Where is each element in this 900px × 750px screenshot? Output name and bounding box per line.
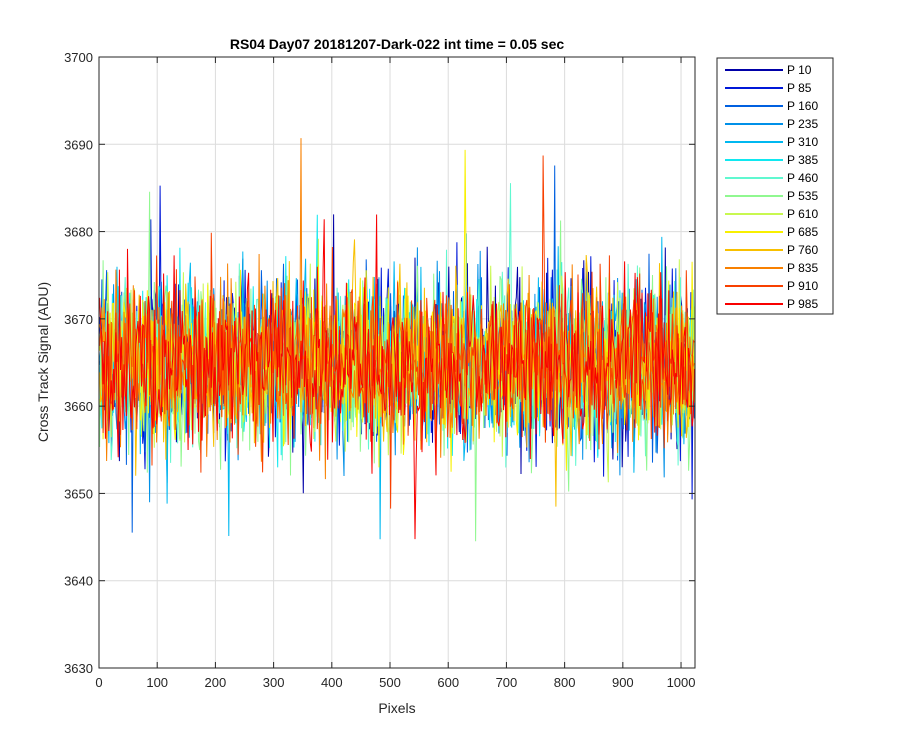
x-tick-label: 300 [263, 675, 285, 690]
y-tick-label: 3650 [64, 486, 93, 501]
x-axis: 0 100 200 300 400 500 600 700 800 900 1000 [95, 57, 695, 690]
y-tick-label: 3630 [64, 661, 93, 676]
legend-entry-label: P 835 [787, 261, 818, 275]
legend-entry-label: P 535 [787, 189, 818, 203]
y-tick-label: 3660 [64, 399, 93, 414]
legend-box [716, 57, 834, 315]
legend-entry-label: P 310 [787, 135, 818, 149]
series-line [99, 214, 695, 540]
plot-area: 0 100 200 300 400 500 600 700 800 900 1000 3630 364… [64, 50, 696, 690]
legend-entry-label: P 160 [787, 99, 818, 113]
legend-entry-label: P 685 [787, 225, 818, 239]
legend-entry-label: P 985 [787, 297, 818, 311]
legend: P 10 P 85 P 160 P 235 P 310 P 385 P 460 P 535 P … [716, 57, 834, 315]
x-tick-label: 0 [95, 675, 102, 690]
y-tick-label: 3640 [64, 574, 93, 589]
x-tick-label: 500 [379, 675, 401, 690]
series-line [99, 191, 695, 542]
legend-entry-label: P 460 [787, 171, 818, 185]
x-tick-label: 100 [146, 675, 168, 690]
x-tick-label: 1000 [667, 675, 696, 690]
plot-frame [98, 56, 696, 669]
x-tick-label: 600 [437, 675, 459, 690]
x-tick-label: 400 [321, 675, 343, 690]
y-tick-label: 3690 [64, 137, 93, 152]
x-tick-label: 800 [554, 675, 576, 690]
y-tick-label: 3670 [64, 312, 93, 327]
legend-entry-label: P 910 [787, 279, 818, 293]
legend-entry-label: P 385 [787, 153, 818, 167]
y-axis: 3630 3640 3650 3660 3670 3680 3690 3700 [64, 50, 695, 676]
y-tick-label: 3680 [64, 225, 93, 240]
x-tick-label: 900 [612, 675, 634, 690]
legend-entry-label: P 10 [787, 63, 812, 77]
y-tick-label: 3700 [64, 50, 93, 65]
series-line [99, 138, 695, 480]
legend-entry-label: P 610 [787, 207, 818, 221]
series-lines [99, 138, 695, 542]
x-axis-label: Pixels [378, 700, 415, 716]
legend-entry-label: P 235 [787, 117, 818, 131]
x-tick-label: 200 [205, 675, 227, 690]
chart-title: RS04 Day07 20181207-Dark-022 int time = … [230, 36, 564, 52]
legend-entry-label: P 85 [787, 81, 812, 95]
legend-entry-label: P 760 [787, 243, 818, 257]
x-tick-label: 700 [496, 675, 518, 690]
y-axis-label: Cross Track Signal (ADU) [35, 282, 51, 442]
